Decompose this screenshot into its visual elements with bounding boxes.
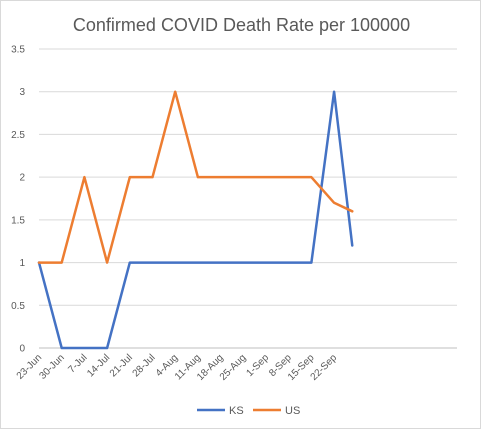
- legend: KS US: [197, 405, 300, 417]
- x-tick-label: 1-Sep: [244, 352, 271, 379]
- y-tick-label: 2.5: [11, 130, 25, 141]
- gridlines: [39, 48, 457, 349]
- x-tick-label: 14-Jul: [85, 352, 112, 379]
- y-tick-label: 1.5: [11, 215, 25, 226]
- chart-title: Confirmed COVID Death Rate per 100000: [73, 15, 410, 35]
- x-tick-label: 30-Jun: [37, 352, 66, 381]
- y-tick-label: 3.5: [11, 45, 25, 56]
- series-line-us: [37, 90, 354, 264]
- y-tick-label: 1: [19, 258, 25, 269]
- y-tick-label: 0.5: [11, 301, 25, 312]
- x-tick-label: 22-Sep: [309, 352, 340, 383]
- x-tick-label: 28-Jul: [131, 352, 158, 379]
- x-tick-label: 21-Jul: [108, 352, 135, 379]
- legend-label-ks: KS: [229, 405, 244, 417]
- y-tick-label: 0: [19, 344, 25, 355]
- series-line-ks: [37, 90, 354, 350]
- y-axis-ticks: 0 0.5 1 1.5 2 2.5 3 3.5: [11, 45, 25, 355]
- legend-label-us: US: [285, 405, 300, 417]
- y-tick-label: 2: [19, 173, 25, 184]
- y-tick-label: 3: [19, 87, 25, 98]
- series-lines: [37, 90, 354, 350]
